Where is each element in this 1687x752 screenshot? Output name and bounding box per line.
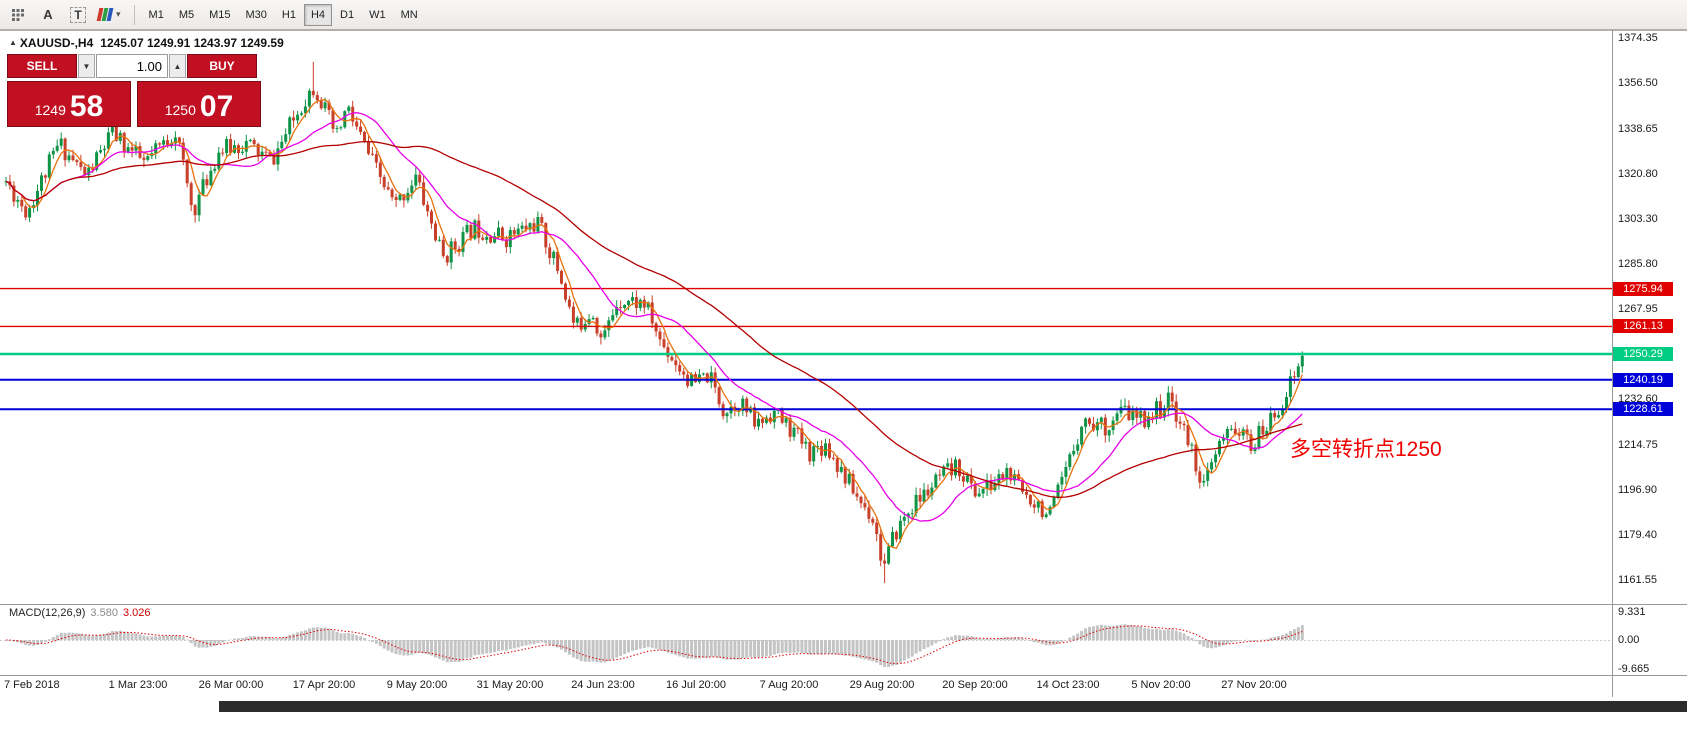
macd-main-value: 3.580 (90, 607, 118, 619)
chevron-down-icon: ▾ (116, 9, 121, 19)
timeframe-mn[interactable]: MN (394, 4, 425, 26)
timeframe-w1[interactable]: W1 (362, 4, 393, 26)
ask-price-big: 07 (199, 90, 234, 123)
ask-price-small: 1250 (164, 102, 196, 118)
collapse-triangle-icon: ▲ (9, 38, 17, 47)
timeframe-m30[interactable]: M30 (239, 4, 274, 26)
bid-price-small: 1249 (34, 102, 66, 118)
ask-price-tile[interactable]: 1250 07 (137, 81, 261, 127)
timeframe-m15[interactable]: M15 (202, 4, 237, 26)
colors-tool-icon[interactable]: ▾ (94, 3, 125, 27)
volume-increase-button[interactable]: ▲ (169, 54, 186, 78)
sell-button[interactable]: SELL (7, 54, 77, 78)
grid-icon[interactable] (4, 3, 32, 27)
timeframe-h1[interactable]: H1 (275, 4, 303, 26)
chevron-down-icon: ▼ (82, 61, 91, 71)
trade-controls-row: SELL ▼ ▲ BUY (7, 54, 261, 78)
bid-price-big: 58 (69, 90, 104, 123)
timeframe-d1[interactable]: D1 (333, 4, 361, 26)
toolbar-separator (133, 4, 135, 25)
ohlc-values: 1245.07 1249.91 1243.97 1249.59 (100, 36, 284, 50)
volume-input[interactable] (96, 54, 168, 78)
toolbar: A T ▾ M1 M5 M15 M30 H1 H4 D1 W1 MN (0, 0, 1687, 30)
chart-symbol-header: ▲ XAUUSD-,H4 1245.07 1249.91 1243.97 1249.… (9, 36, 284, 50)
timeframe-m1[interactable]: M1 (142, 4, 171, 26)
timeframe-m5[interactable]: M5 (172, 4, 201, 26)
chevron-up-icon: ▲ (173, 61, 182, 71)
grid-icon-glyph (12, 8, 24, 21)
macd-signal-value: 3.026 (122, 607, 151, 619)
text-tool-icon[interactable]: T (64, 3, 92, 27)
buy-button[interactable]: BUY (187, 54, 257, 78)
trade-prices-row: 1249 58 1250 07 (7, 81, 261, 127)
symbol-period: XAUUSD-,H4 (19, 36, 94, 50)
timeframe-h4[interactable]: H4 (303, 3, 333, 26)
one-click-trading-panel: SELL ▼ ▲ BUY 1249 58 1250 07 (7, 54, 261, 127)
pointer-tool-icon[interactable]: A (34, 3, 62, 27)
bid-price-tile[interactable]: 1249 58 (7, 81, 131, 127)
bottom-scrollbar[interactable] (219, 701, 1687, 712)
macd-name: MACD(12,26,9) (9, 607, 86, 619)
macd-indicator-label: MACD(12,26,9) 3.580 3.026 (9, 607, 150, 619)
chart-annotation-text: 多空转折点1250 (1290, 438, 1442, 461)
timeframe-group: M1 M5 M15 M30 H1 H4 D1 W1 MN (142, 3, 426, 26)
volume-decrease-button[interactable]: ▼ (78, 54, 95, 78)
text-tool-letter: T (70, 6, 86, 23)
